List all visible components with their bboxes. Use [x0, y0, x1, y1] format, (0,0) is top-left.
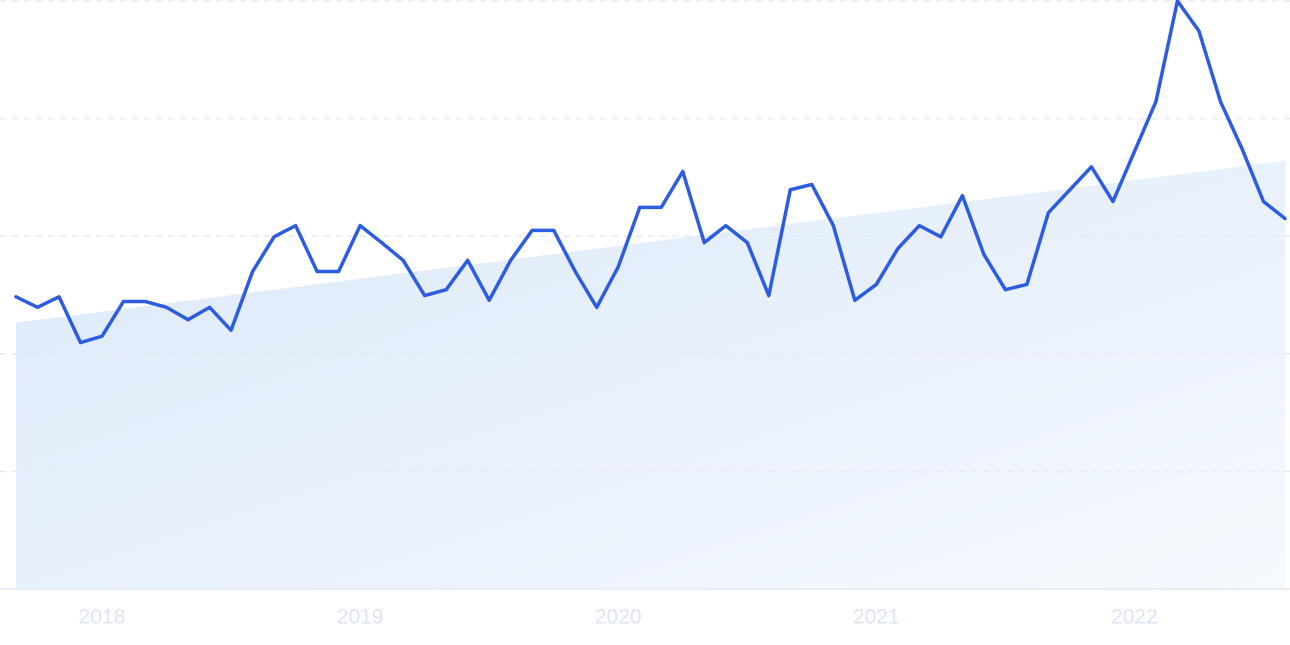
x-tick-label: 2019: [337, 606, 384, 629]
x-tick-label: 2021: [853, 606, 900, 629]
x-tick-label: 2018: [79, 606, 126, 629]
trend-line: [14, 0, 1287, 345]
x-tick-label: 2022: [1111, 606, 1158, 629]
trend-area: [16, 160, 1285, 589]
x-tick-label: 2020: [595, 606, 642, 629]
